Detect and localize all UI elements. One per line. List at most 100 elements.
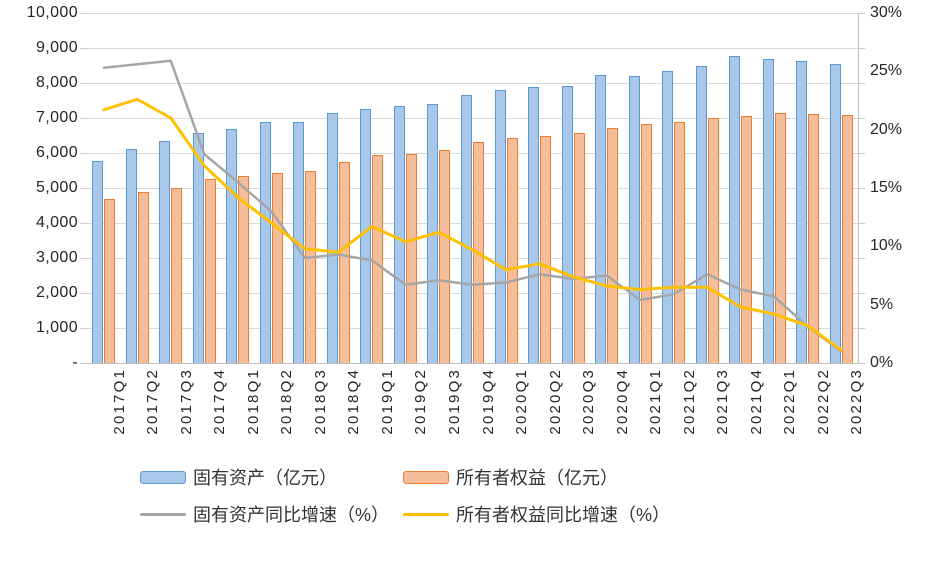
y-axis-label: 4,000 — [35, 214, 78, 231]
gridline — [87, 48, 858, 49]
line-series-layer — [102, 59, 843, 353]
left-axis-tick — [80, 188, 87, 189]
left-axis-tick — [80, 83, 87, 84]
fixed-assets-bar — [729, 56, 741, 363]
owners-equity-bar — [808, 113, 820, 363]
gridline — [87, 223, 858, 224]
gridline — [87, 13, 858, 14]
right-axis-tick — [858, 258, 865, 259]
y-axis-label: 1,000 — [35, 319, 78, 336]
right-axis-label: 15% — [870, 179, 903, 196]
fixed-assets-growth-line-swatch — [140, 512, 186, 516]
fixed-assets-bar — [528, 86, 540, 363]
legend-label-fixed-assets-growth: 固有资产同比增速（%） — [193, 505, 390, 525]
legend-item-fixed-assets: 固有资产（亿元） — [140, 466, 337, 488]
right-axis-tick — [858, 48, 865, 49]
owners-equity-bar — [271, 172, 283, 363]
left-axis-tick — [80, 363, 87, 364]
right-axis-tick — [858, 153, 865, 154]
right-axis-tick — [858, 83, 865, 84]
fixed-assets-bar — [393, 106, 405, 363]
fixed-assets-bar — [326, 112, 338, 363]
y-axis-label: 5,000 — [35, 179, 78, 196]
fixed-assets-bar — [461, 95, 472, 363]
owners-equity-bar — [137, 191, 149, 363]
left-axis-tick — [80, 13, 87, 14]
fixed-assets-bar — [695, 65, 707, 363]
gridline — [87, 258, 858, 259]
right-axis-tick — [858, 363, 865, 364]
y-axis-label: 8,000 — [35, 74, 78, 91]
left-axis-tick — [80, 153, 87, 154]
left-axis-tick — [80, 48, 87, 49]
right-axis-tick — [858, 293, 865, 294]
owners-equity-bar — [506, 137, 518, 363]
fixed-assets-bar — [92, 161, 104, 363]
owners-equity-bar — [707, 118, 719, 363]
right-axis-tick — [858, 13, 865, 14]
fixed-assets-bar — [125, 148, 137, 363]
left-axis-tick — [80, 328, 87, 329]
owners-equity-bar — [607, 127, 619, 363]
owners-equity-bar — [305, 170, 317, 363]
owners-equity-bar — [204, 179, 216, 363]
gridline — [87, 188, 858, 189]
right-axis-tick — [858, 118, 865, 119]
fixed-assets-bar — [628, 76, 640, 363]
fixed-assets-bar — [662, 71, 674, 363]
right-axis-label: 0% — [870, 354, 894, 371]
fixed-assets-bar — [762, 58, 774, 363]
owners-equity-bar — [640, 123, 652, 363]
owners-equity-bar — [573, 132, 585, 363]
y-axis-label: - — [72, 354, 78, 371]
owners-equity-bar — [439, 149, 451, 363]
gridline — [87, 328, 858, 329]
right-axis-tick — [858, 223, 865, 224]
gridline — [87, 293, 858, 294]
left-axis-tick — [80, 258, 87, 259]
fixed-assets-bar — [796, 60, 808, 363]
owners-equity-bar — [338, 162, 350, 363]
fixed-assets-bar — [259, 122, 271, 363]
x-axis-line — [87, 363, 858, 364]
owners-equity-bar — [104, 198, 116, 363]
y-axis-label: 3,000 — [35, 249, 78, 266]
right-axis-label: 30% — [870, 4, 903, 21]
y-axis-label: 7,000 — [35, 109, 78, 126]
owners-equity-growth-line — [102, 97, 843, 352]
right-axis-tick — [858, 328, 865, 329]
legend-label-fixed-assets: 固有资产（亿元） — [193, 468, 337, 488]
y-axis-label: 6,000 — [35, 144, 78, 161]
fixed-assets-bar — [561, 85, 573, 363]
owners-equity-bar — [171, 188, 183, 363]
fixed-assets-bar — [226, 128, 238, 363]
right-axis-label: 5% — [870, 295, 894, 313]
owners-equity-bar — [405, 154, 417, 363]
combo-chart: - 1,000 2,000 3,000 4,000 5,000 6,000 7,000 8,00… — [26, 4, 903, 525]
legend-label-owners-equity-growth: 所有者权益同比增速（%） — [456, 505, 671, 525]
legend-item-owners-equity-growth: 所有者权益同比增速（%） — [403, 503, 670, 525]
gridline — [87, 118, 858, 119]
right-axis-tick — [858, 188, 865, 189]
left-axis-tick — [80, 118, 87, 119]
gridline — [87, 83, 858, 84]
fixed-assets-bar — [829, 63, 841, 363]
owners-equity-bar — [774, 113, 786, 363]
legend-label-owners-equity: 所有者权益（亿元） — [456, 468, 618, 488]
owners-equity-bar — [674, 121, 686, 363]
right-axis-label: 10% — [870, 237, 903, 255]
owners-equity-bar — [540, 135, 552, 363]
y-axis-label: 2,000 — [35, 284, 78, 301]
left-axis-tick — [80, 223, 87, 224]
left-axis-tick — [80, 293, 87, 294]
gridline — [87, 153, 858, 154]
y-axis-label: 10,000 — [26, 4, 78, 21]
legend-item-fixed-assets-growth: 固有资产同比增速（%） — [140, 503, 389, 525]
y-axis-label: 9,000 — [35, 39, 78, 56]
fixed-assets-bar-swatch — [140, 470, 186, 484]
right-axis-label: 20% — [870, 120, 903, 138]
right-axis-label: 25% — [870, 62, 903, 80]
fixed-assets-bar — [494, 90, 506, 363]
owners-equity-bar — [238, 176, 250, 363]
fixed-assets-growth-line — [102, 59, 843, 353]
